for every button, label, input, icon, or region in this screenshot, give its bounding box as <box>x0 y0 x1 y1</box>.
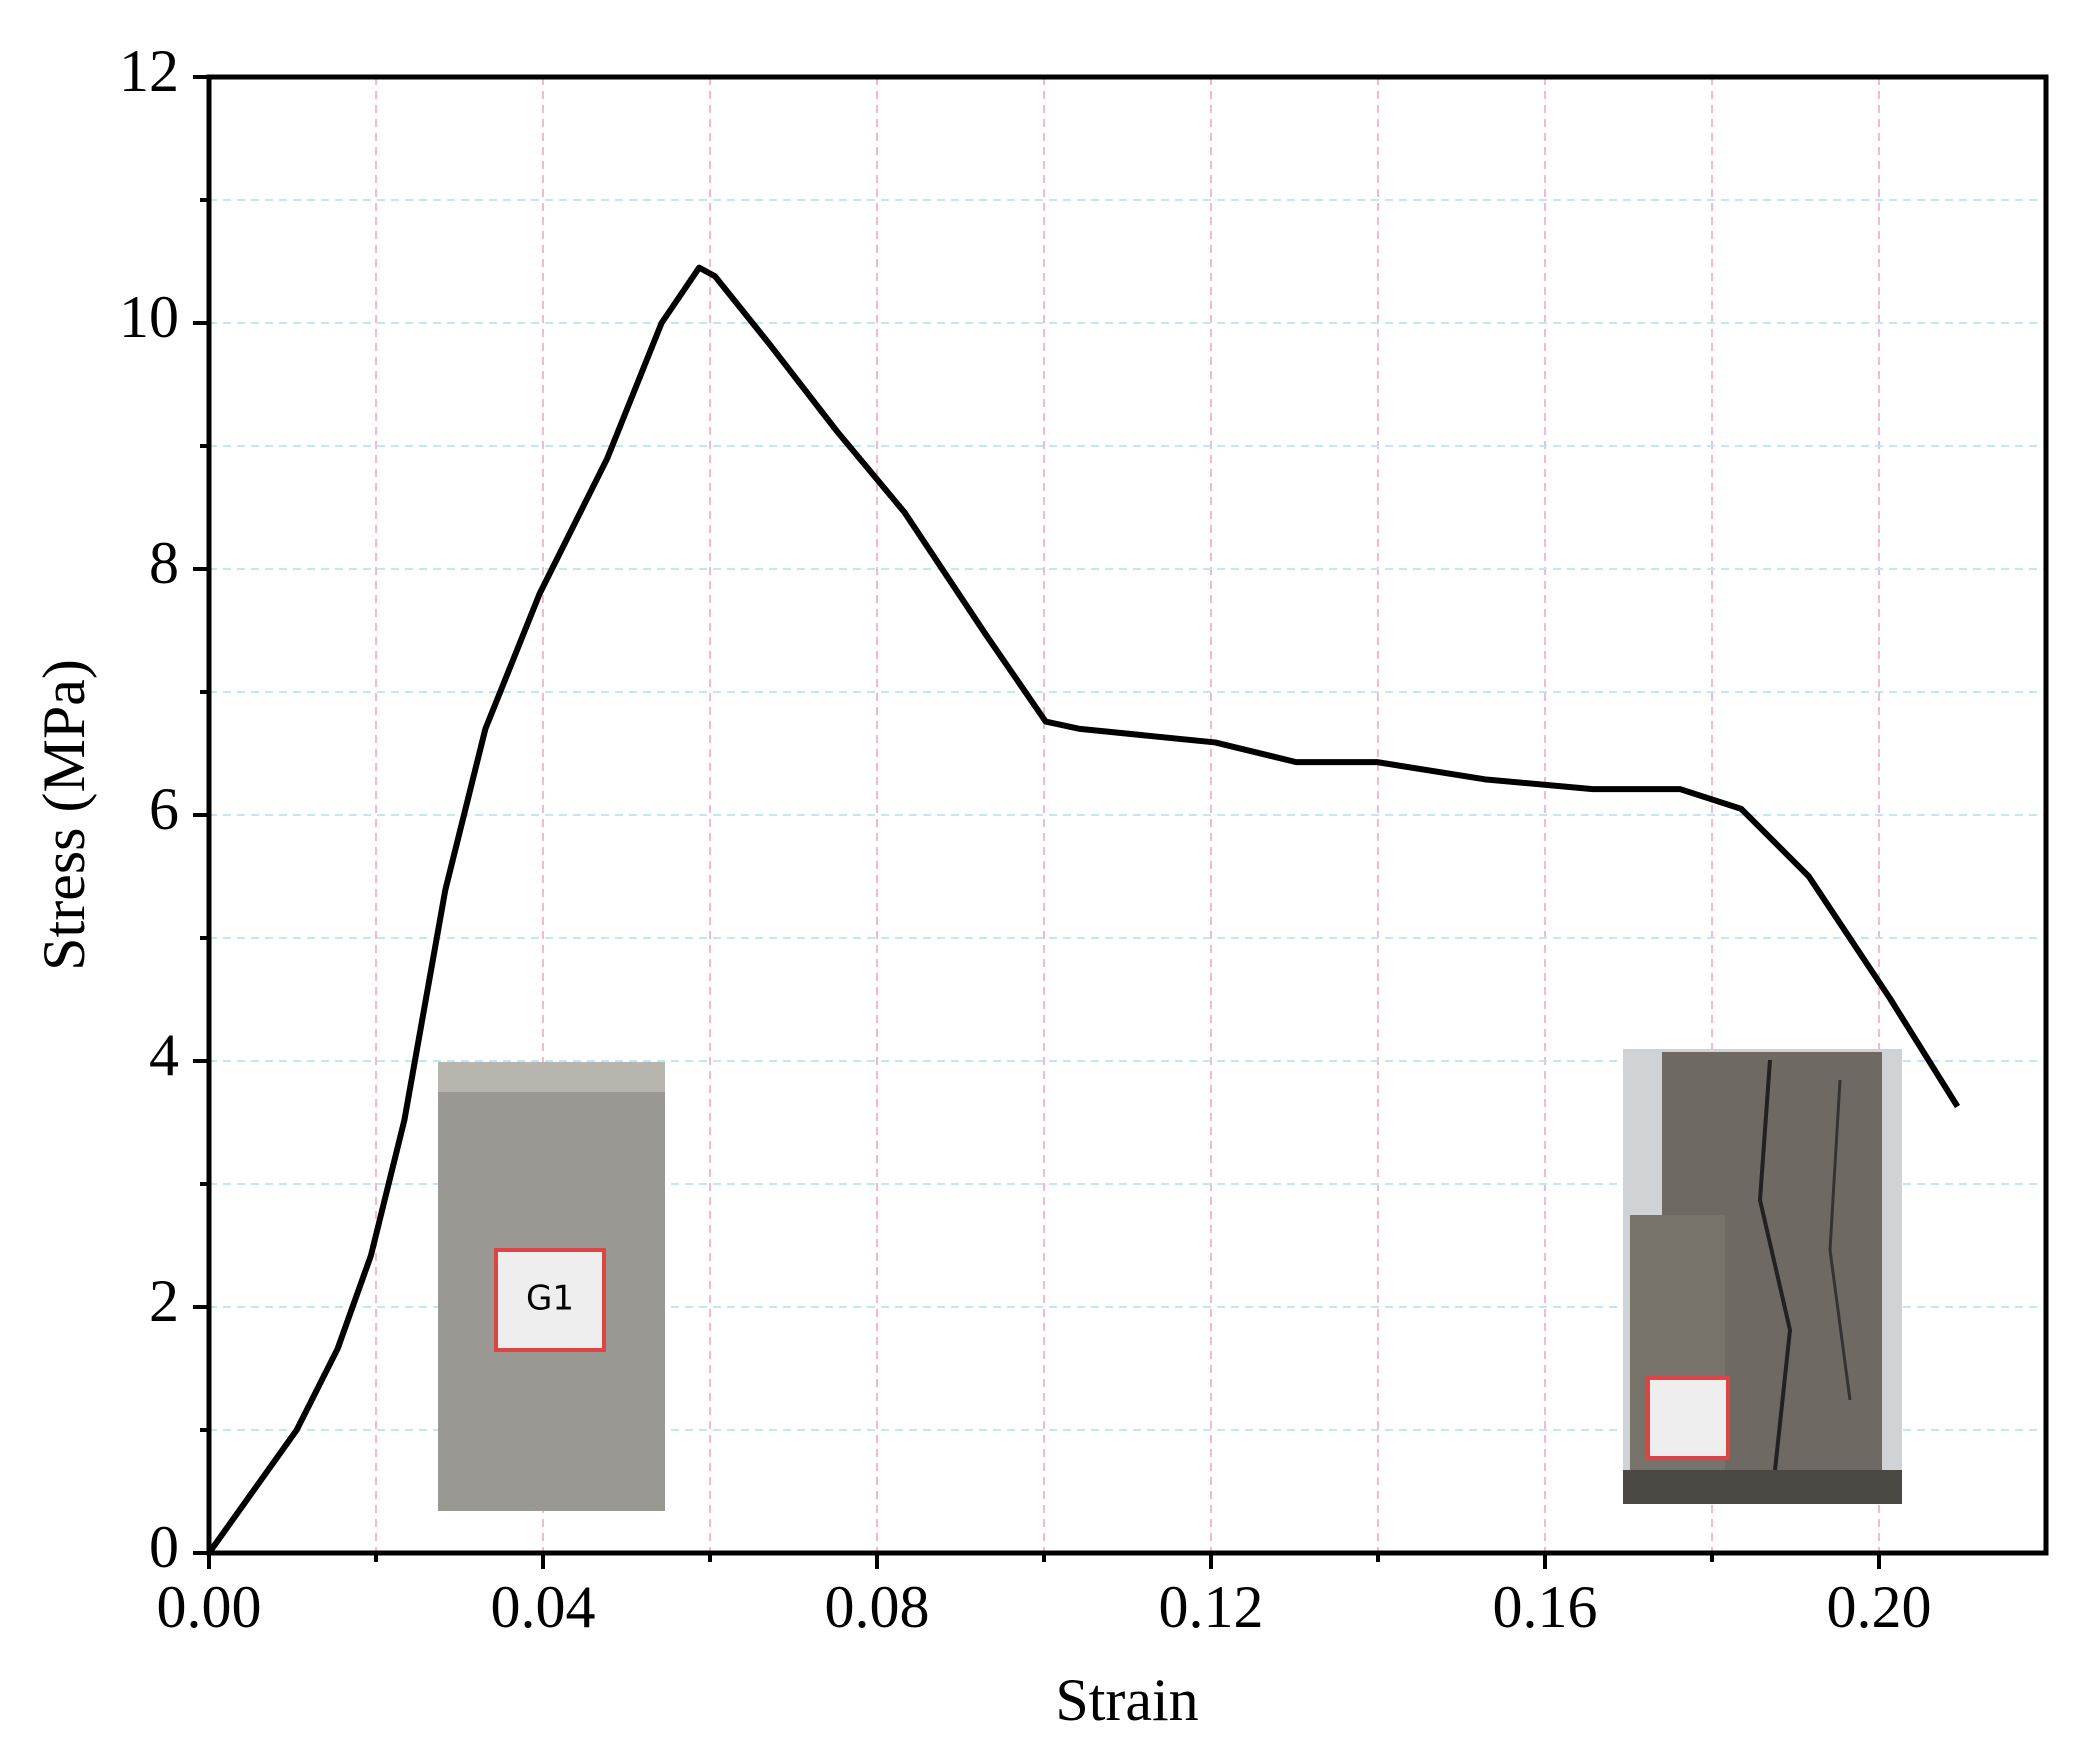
x-tick-label: 0.20 <box>1827 1574 1932 1640</box>
data-line <box>206 264 1961 1555</box>
y-tick-label: 12 <box>119 38 179 104</box>
photo-failed-specimen <box>1623 1049 1902 1504</box>
photo-intact-specimen: G1 <box>438 1062 665 1511</box>
x-tick-label: 0.16 <box>1493 1574 1598 1640</box>
x-tick-label: 0.04 <box>491 1574 596 1640</box>
y-tick-label: 2 <box>149 1268 179 1334</box>
y-tick-label: 10 <box>119 284 179 350</box>
y-tick-label: 0 <box>149 1514 179 1580</box>
y-tick-label: 8 <box>149 530 179 596</box>
y-tick-label: 6 <box>149 776 179 842</box>
svg-text:G1: G1 <box>526 1279 574 1319</box>
plot-frame <box>206 74 2049 1556</box>
y-tick-label: 4 <box>149 1022 179 1088</box>
x-axis-title: Strain <box>1055 1667 1198 1733</box>
x-tick-label: 0.00 <box>157 1574 262 1640</box>
y-axis-title: Stress (MPa) <box>31 659 97 971</box>
x-tick-label: 0.08 <box>825 1574 930 1640</box>
x-tick-label: 0.12 <box>1159 1574 1264 1640</box>
